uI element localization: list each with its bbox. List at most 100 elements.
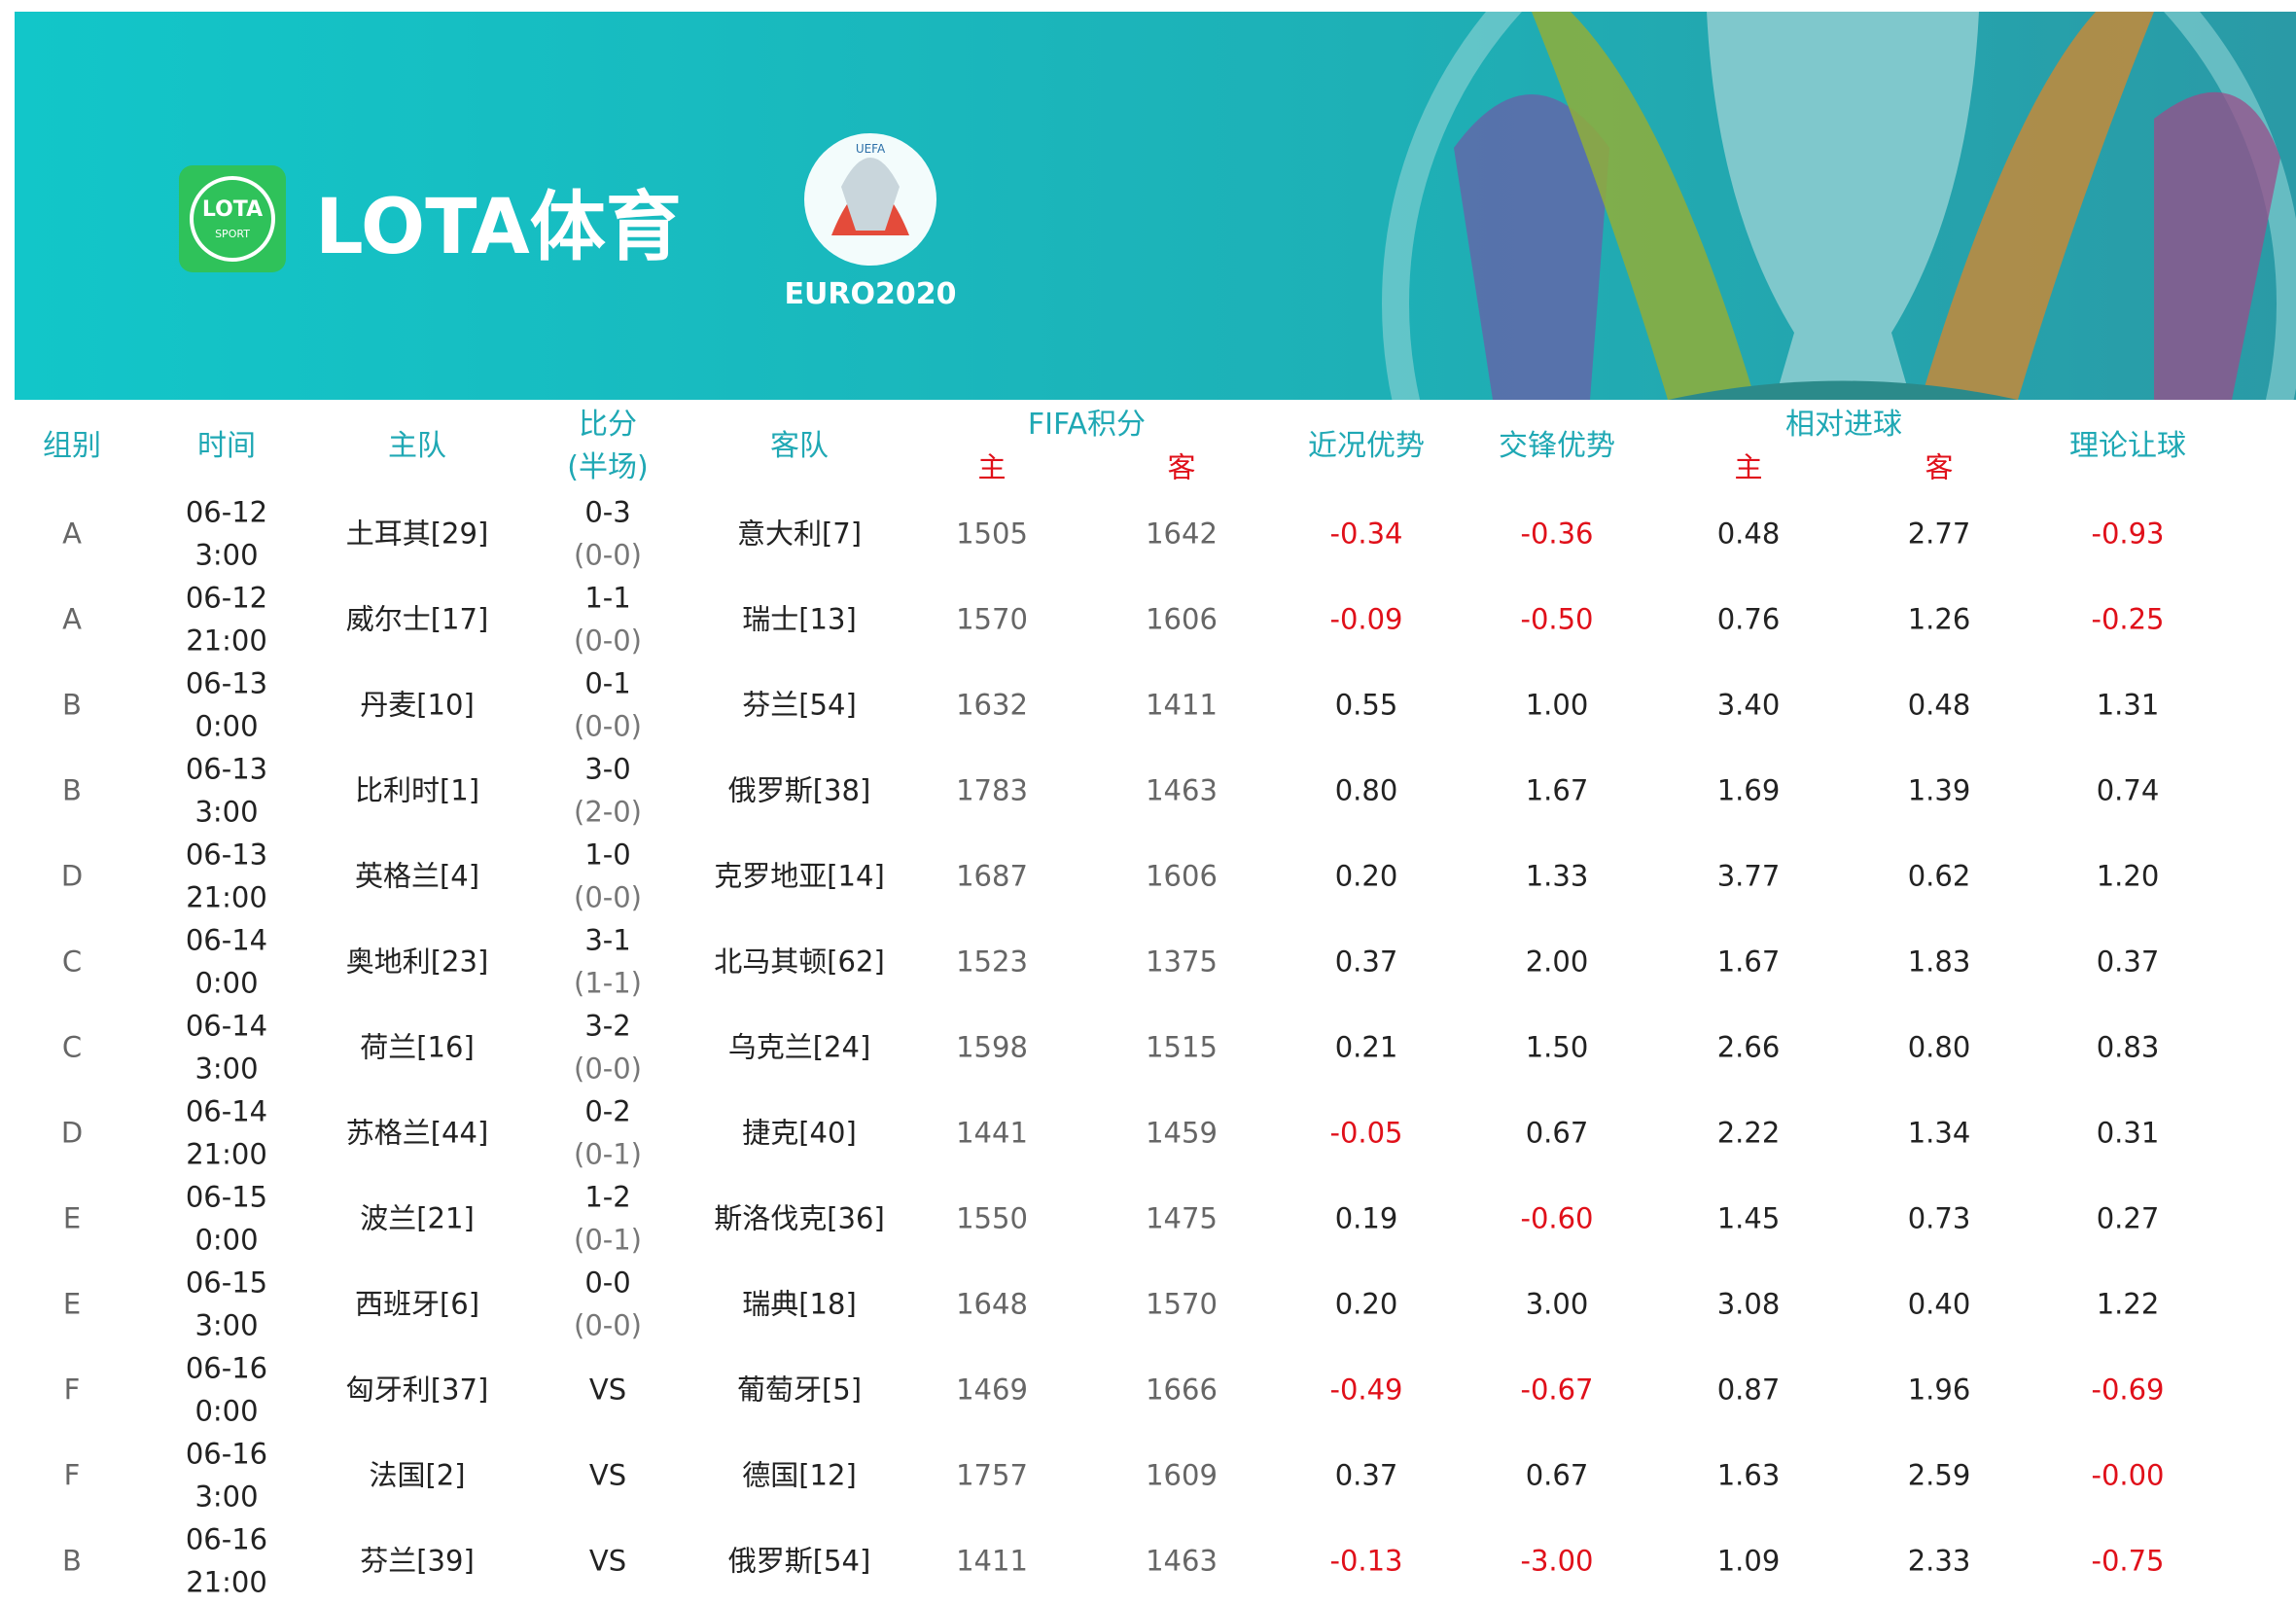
score: 0-0 bbox=[584, 1266, 631, 1300]
col-goals: 相对进球 bbox=[1785, 408, 1902, 442]
group: D bbox=[60, 859, 84, 893]
goals-home: 3.08 bbox=[1716, 1287, 1781, 1321]
score: 1-1 bbox=[584, 581, 631, 615]
recent: -0.49 bbox=[1329, 1373, 1403, 1407]
time: 21:00 bbox=[186, 1565, 267, 1599]
home-team: 威尔士[17] bbox=[345, 602, 489, 636]
score: 0-3 bbox=[584, 495, 631, 529]
handicap: 1.22 bbox=[2096, 1287, 2160, 1321]
time: 3:00 bbox=[194, 1480, 259, 1514]
away-team: 克罗地亚[14] bbox=[714, 859, 885, 893]
col-fifa: FIFA积分 bbox=[1027, 408, 1147, 442]
time: 0:00 bbox=[194, 1223, 259, 1257]
handicap: 1.20 bbox=[2096, 859, 2160, 893]
brand: LOTA体育 bbox=[315, 184, 682, 271]
fifa-home: 1523 bbox=[956, 945, 1028, 979]
fifa-away: 1606 bbox=[1146, 859, 1218, 893]
time: 3:00 bbox=[194, 795, 259, 829]
col-recent: 近况优势 bbox=[1308, 429, 1425, 463]
time: 0:00 bbox=[194, 709, 259, 743]
home-team: 匈牙利[37] bbox=[345, 1373, 489, 1407]
score: 0-1 bbox=[584, 666, 631, 700]
away-team: 捷克[40] bbox=[742, 1116, 857, 1150]
badge-bottom: SPORT bbox=[215, 228, 250, 240]
banner: LOTA SPORT LOTA体育 UEFA EURO2020 bbox=[15, 12, 2296, 400]
score: 1-2 bbox=[584, 1180, 631, 1214]
group: C bbox=[61, 945, 83, 979]
handicap: 0.37 bbox=[2096, 945, 2160, 979]
score: 3-2 bbox=[584, 1009, 631, 1043]
handicap: -0.75 bbox=[2091, 1544, 2165, 1578]
group: B bbox=[62, 688, 82, 722]
date: 06-16 bbox=[185, 1522, 268, 1556]
h2h: -0.36 bbox=[1520, 517, 1594, 551]
handicap: 1.31 bbox=[2096, 688, 2160, 722]
col-score-sub: (半场) bbox=[567, 450, 649, 484]
col-h2h: 交锋优势 bbox=[1499, 429, 1615, 463]
score: 1-0 bbox=[584, 838, 631, 872]
half-score: (0-0) bbox=[574, 624, 642, 658]
fifa-home: 1505 bbox=[956, 517, 1028, 551]
home-team: 西班牙[6] bbox=[354, 1287, 480, 1321]
score: 0-2 bbox=[584, 1094, 631, 1128]
recent: -0.13 bbox=[1329, 1544, 1403, 1578]
fifa-home: 1598 bbox=[956, 1030, 1028, 1064]
date: 06-13 bbox=[185, 666, 268, 700]
fifa-home: 1648 bbox=[956, 1287, 1028, 1321]
date: 06-15 bbox=[185, 1266, 268, 1300]
goals-home: 2.66 bbox=[1716, 1030, 1781, 1064]
group: F bbox=[63, 1373, 81, 1407]
away-team: 北马其顿[62] bbox=[714, 945, 885, 979]
home-team: 荷兰[16] bbox=[360, 1030, 475, 1064]
col-goals-home: 主 bbox=[1734, 450, 1763, 484]
col-group: 组别 bbox=[43, 429, 101, 463]
group: C bbox=[61, 1030, 83, 1064]
goals-home: 1.69 bbox=[1716, 773, 1781, 807]
away-team: 芬兰[54] bbox=[742, 688, 857, 722]
fifa-home: 1632 bbox=[956, 688, 1028, 722]
col-time: 时间 bbox=[197, 429, 256, 463]
handicap: -0.00 bbox=[2091, 1458, 2165, 1492]
recent: 0.19 bbox=[1334, 1201, 1398, 1235]
h2h: -0.50 bbox=[1520, 602, 1594, 636]
home-team: 苏格兰[44] bbox=[345, 1116, 489, 1150]
goals-away: 1.34 bbox=[1907, 1116, 1971, 1150]
time: 0:00 bbox=[194, 966, 259, 1000]
handicap: 0.74 bbox=[2096, 773, 2160, 807]
goals-home: 0.76 bbox=[1716, 602, 1781, 636]
home-team: 法国[2] bbox=[369, 1458, 466, 1492]
date: 06-13 bbox=[185, 838, 268, 872]
half-score: (0-0) bbox=[574, 1308, 642, 1342]
home-team: 波兰[21] bbox=[360, 1201, 475, 1235]
date: 06-15 bbox=[185, 1180, 268, 1214]
half-score: (0-1) bbox=[574, 1137, 642, 1171]
h2h: 1.00 bbox=[1525, 688, 1589, 722]
goals-home: 2.22 bbox=[1716, 1116, 1781, 1150]
col-fifa-home: 主 bbox=[977, 450, 1007, 484]
home-team: 英格兰[4] bbox=[354, 859, 480, 893]
h2h: 1.33 bbox=[1525, 859, 1589, 893]
handicap: 0.31 bbox=[2096, 1116, 2160, 1150]
recent: 0.37 bbox=[1334, 1458, 1398, 1492]
h2h: 1.50 bbox=[1525, 1030, 1589, 1064]
half-score: (0-0) bbox=[574, 538, 642, 572]
fifa-away: 1475 bbox=[1146, 1201, 1218, 1235]
fifa-home: 1469 bbox=[956, 1373, 1028, 1407]
goals-home: 0.48 bbox=[1716, 517, 1781, 551]
away-team: 俄罗斯[38] bbox=[727, 773, 871, 807]
h2h: 3.00 bbox=[1525, 1287, 1589, 1321]
away-team: 葡萄牙[5] bbox=[736, 1373, 863, 1407]
date: 06-14 bbox=[185, 923, 268, 957]
fifa-home: 1441 bbox=[956, 1116, 1028, 1150]
group: A bbox=[62, 517, 82, 551]
score: VS bbox=[588, 1373, 627, 1407]
goals-home: 0.87 bbox=[1716, 1373, 1781, 1407]
fifa-home: 1550 bbox=[956, 1201, 1028, 1235]
goals-away: 0.48 bbox=[1907, 688, 1971, 722]
fifa-away: 1375 bbox=[1146, 945, 1218, 979]
col-score: 比分 bbox=[579, 408, 637, 442]
score: VS bbox=[588, 1458, 627, 1492]
h2h: 2.00 bbox=[1525, 945, 1589, 979]
fifa-home: 1411 bbox=[956, 1544, 1028, 1578]
